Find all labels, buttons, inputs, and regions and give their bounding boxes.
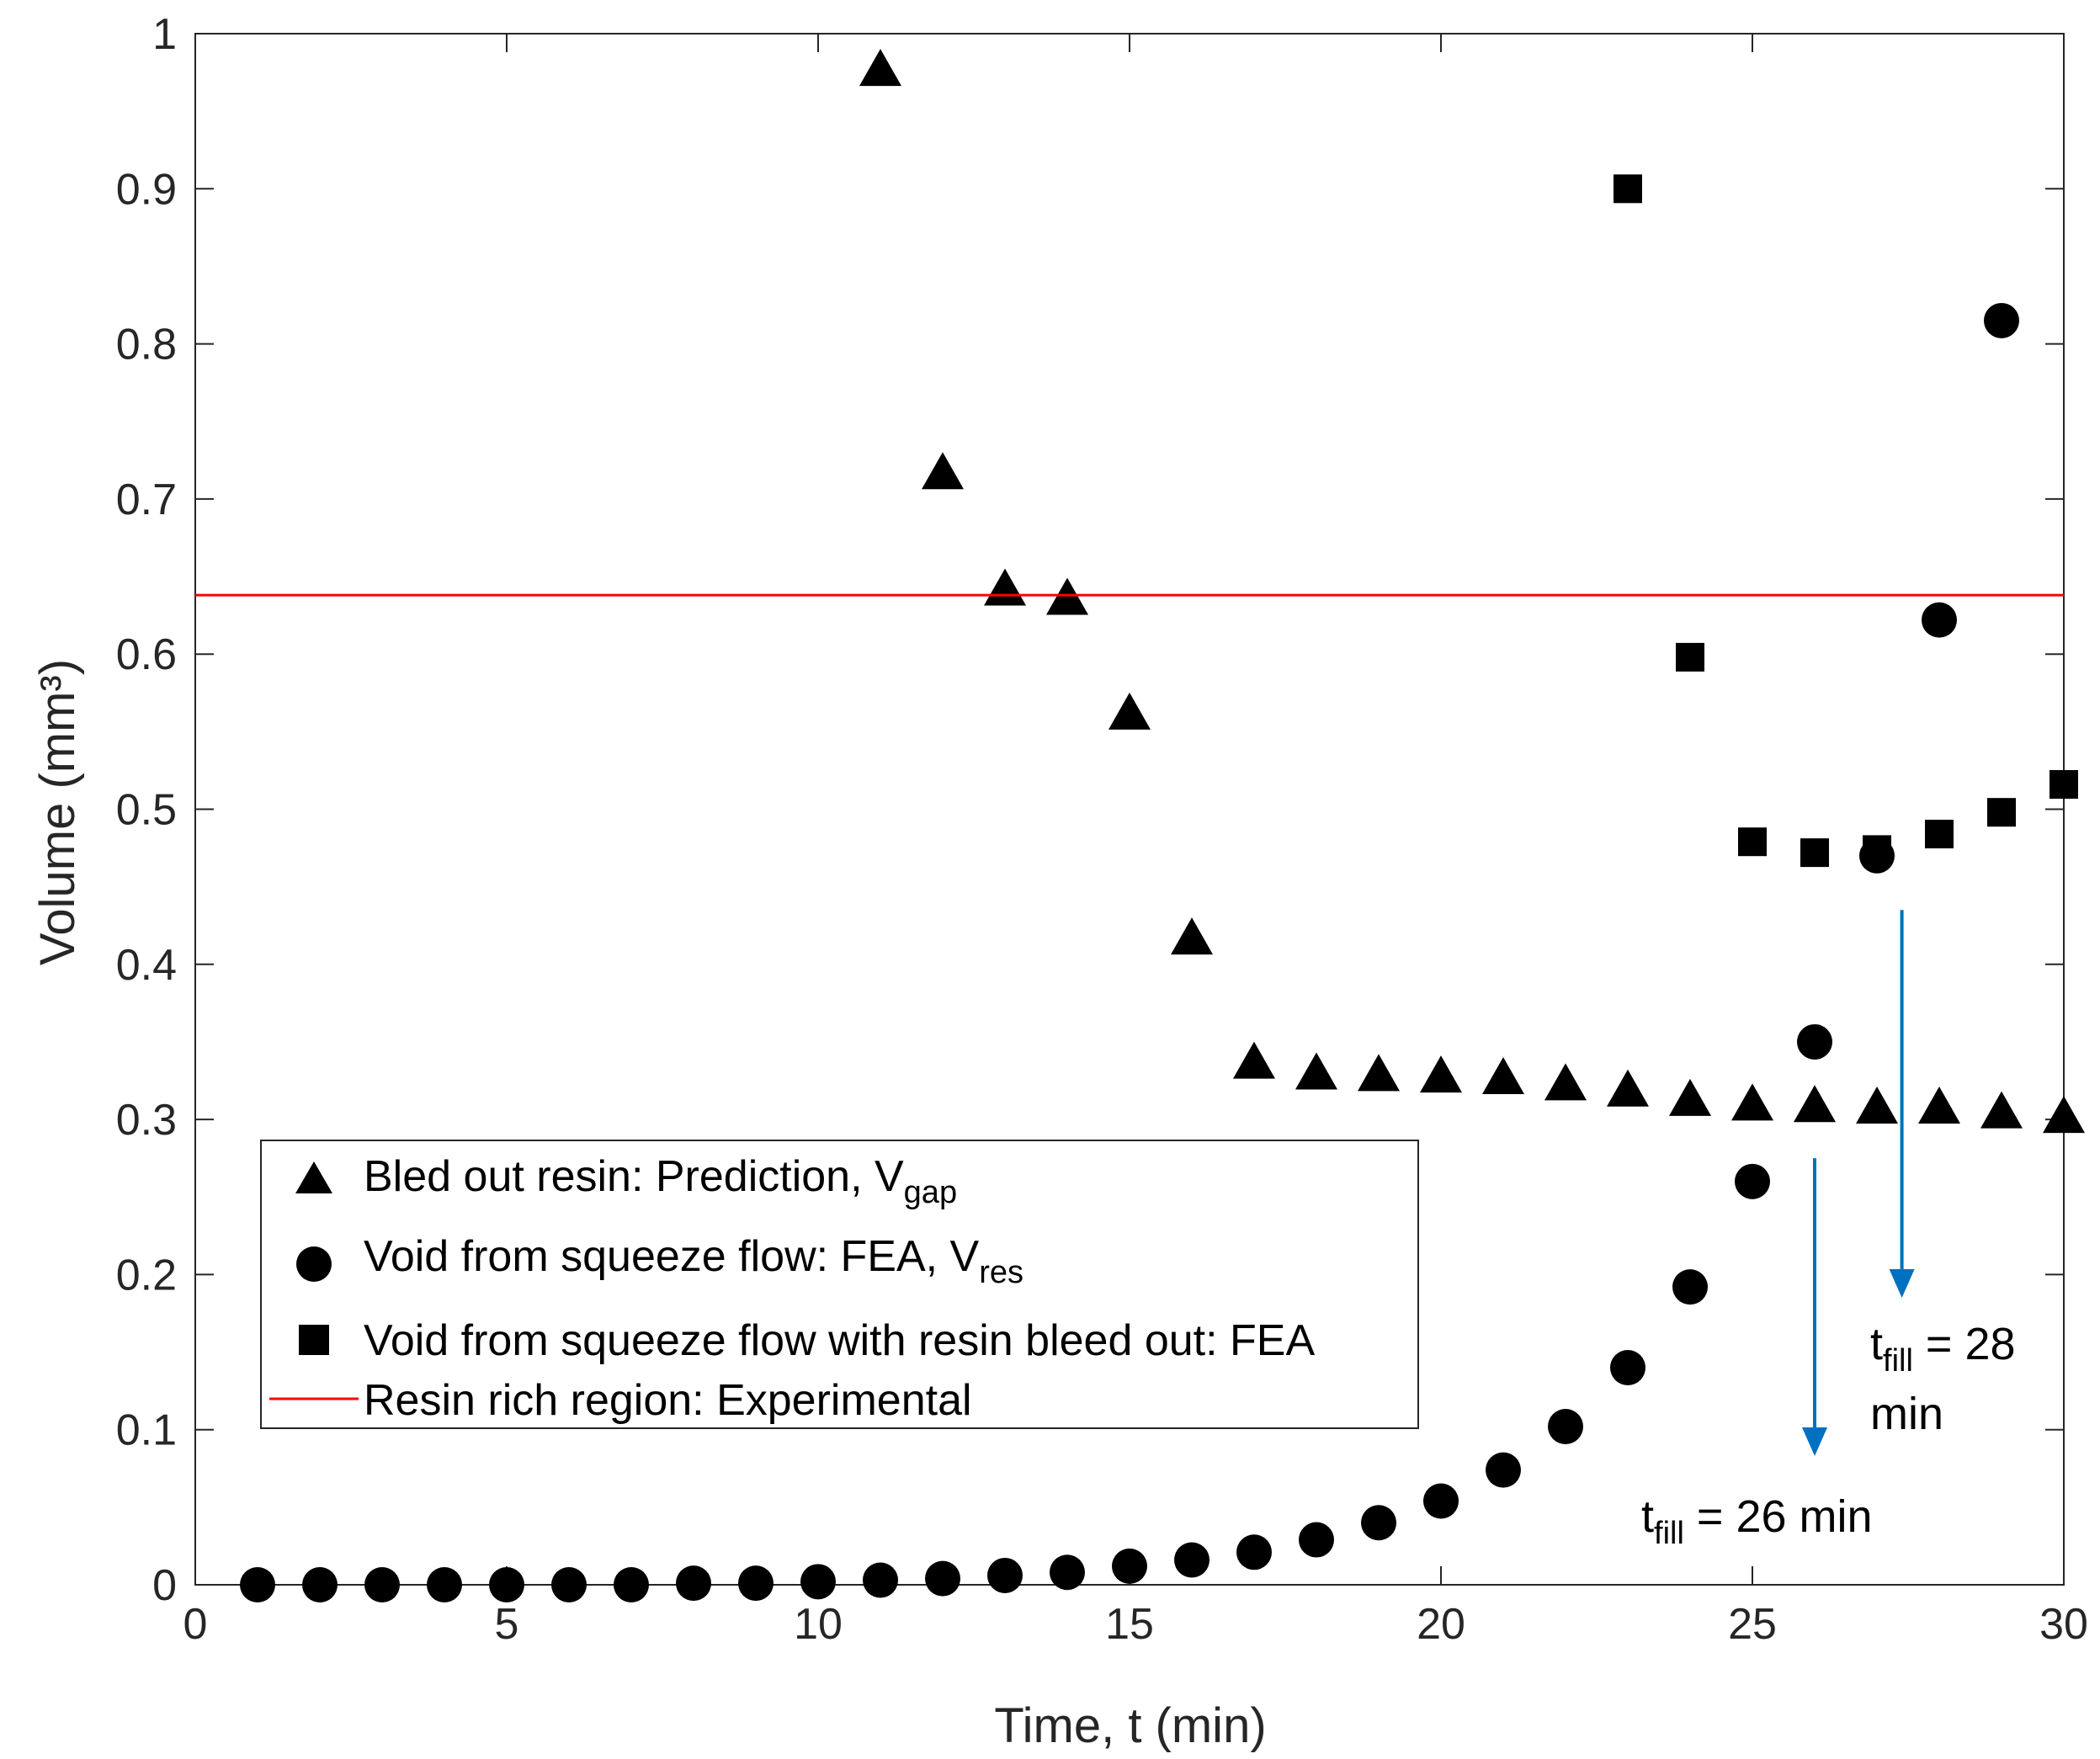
- void-squeeze-circle-point: [800, 1564, 836, 1600]
- legend-entry-void-squeeze: Void from squeeze flow: FEA, Vres: [364, 1232, 1023, 1290]
- void-squeeze-circle-point: [489, 1567, 524, 1602]
- bled-out-triangle-point: [1918, 1087, 1960, 1124]
- void-squeeze-circle-point: [1984, 302, 2019, 338]
- y-tick-label: 0.9: [116, 165, 177, 214]
- legend: Bled out resin: Prediction, Vgap Void fr…: [260, 1140, 1419, 1429]
- legend-square-marker: [299, 1325, 329, 1355]
- void-squeeze-circle-point: [1423, 1483, 1459, 1519]
- y-tick-label: 0.2: [116, 1251, 177, 1299]
- x-tick-label: 5: [495, 1600, 519, 1649]
- x-axis-label: Time, t (min): [994, 1698, 1266, 1753]
- void-squeeze-circle-point: [1236, 1534, 1272, 1570]
- void-squeeze-circle-point: [1922, 602, 1957, 638]
- bled-out-triangle-point: [1544, 1063, 1587, 1101]
- void-squeeze-circle-point: [551, 1567, 587, 1602]
- legend-circle-marker: [296, 1246, 332, 1282]
- y-tick-label: 0.7: [116, 476, 177, 524]
- bled-out-triangle-point: [1731, 1083, 1773, 1121]
- void-squeeze-circle-point: [1174, 1542, 1209, 1578]
- void-squeeze-circle-point: [1299, 1522, 1334, 1558]
- void-bleed-square-point: [1676, 642, 1704, 672]
- y-tick-label: 0.6: [116, 630, 177, 679]
- bled-out-triangle-point: [1980, 1091, 2023, 1129]
- annotation-tfill-28: tfill = 28: [1870, 1319, 2016, 1379]
- void-squeeze-circle-point: [1672, 1269, 1708, 1305]
- legend-entry-bled-out-resin: Bled out resin: Prediction, Vgap: [364, 1152, 957, 1210]
- void-bleed-square-point: [1925, 819, 1954, 848]
- bled-out-triangle-point: [1171, 917, 1213, 955]
- bled-out-triangle-point: [1794, 1085, 1836, 1123]
- void-squeeze-circle-point: [1610, 1349, 1645, 1385]
- legend-box: [260, 1140, 1419, 1429]
- void-squeeze-circle-point: [240, 1567, 275, 1602]
- x-tick-label: 25: [1728, 1600, 1777, 1649]
- void-squeeze-circle-point: [1361, 1505, 1396, 1541]
- y-axis-label: Volume (mm³): [30, 659, 85, 965]
- bled-out-triangle-point: [1607, 1069, 1649, 1107]
- void-squeeze-circle-point: [738, 1565, 774, 1602]
- void-squeeze-circle-point: [1735, 1163, 1770, 1199]
- void-squeeze-circle-point: [1797, 1023, 1832, 1060]
- y-tick-label: 0: [152, 1561, 177, 1610]
- void-squeeze-circle-point: [302, 1567, 338, 1602]
- void-squeeze-circle-point: [987, 1557, 1023, 1593]
- annotations: tfill = 26 min tfill = 28 min: [1641, 910, 2016, 1551]
- void-bleed-square-point: [1863, 835, 1891, 864]
- x-tick-label: 15: [1105, 1600, 1154, 1649]
- y-tick-label: 0.5: [116, 786, 177, 835]
- y-tick-label: 0.3: [116, 1096, 177, 1145]
- bled-out-triangle-point: [2043, 1096, 2085, 1134]
- void-bleed-square-point: [1614, 174, 1642, 204]
- y-tick-label: 0.1: [116, 1406, 177, 1455]
- void-bleed-square-point: [1738, 827, 1767, 857]
- bled-out-triangle-point: [1295, 1052, 1337, 1090]
- void-squeeze-circle-point: [1050, 1554, 1085, 1591]
- annotation-tfill-28-line2: min: [1870, 1389, 1943, 1439]
- plot-area: 0 5 10 15 20 25 30 0 0.1 0.2 0.3 0.4 0.5 0.6 0.7 0.8 0.9…: [116, 10, 2088, 1649]
- void-squeeze-circle-point: [614, 1567, 649, 1602]
- x-tick-label: 0: [183, 1600, 208, 1649]
- void-squeeze-circle-point: [925, 1560, 960, 1597]
- void-squeeze-circle-point: [1486, 1452, 1521, 1488]
- void-squeeze-circle-point: [364, 1567, 400, 1602]
- annotation-tfill-26: tfill = 26 min: [1641, 1491, 1873, 1551]
- x-tick-label: 20: [1417, 1600, 1465, 1649]
- arrow-head-tfill-26: [1802, 1427, 1827, 1457]
- legend-entry-resin-rich: Resin rich region: Experimental: [364, 1376, 972, 1425]
- bled-out-triangle-point: [1233, 1041, 1275, 1079]
- void-squeeze-circle-point: [1548, 1409, 1583, 1445]
- bled-out-triangle-point: [859, 49, 901, 87]
- void-squeeze-circle-point: [863, 1562, 898, 1598]
- arrow-head-tfill-28: [1889, 1269, 1915, 1299]
- void-bleed-square-point: [2049, 770, 2078, 800]
- legend-triangle-marker: [295, 1161, 332, 1193]
- bled-out-triangle-point: [922, 452, 964, 490]
- bled-out-triangle-point: [1108, 692, 1151, 730]
- bled-out-triangle-point: [1358, 1054, 1400, 1092]
- y-tick-label: 0.8: [116, 321, 177, 369]
- void-bleed-square-point: [1800, 838, 1829, 868]
- y-tick-label: 1: [152, 10, 177, 59]
- void-squeeze-circle-point: [1112, 1548, 1147, 1584]
- x-tick-label: 10: [794, 1600, 843, 1649]
- x-tick-label: 30: [2039, 1600, 2088, 1649]
- legend-entry-void-bleed: Void from squeeze flow with resin bleed …: [364, 1316, 1315, 1365]
- bled-out-triangle-point: [1482, 1057, 1524, 1095]
- void-squeeze-circle-point: [676, 1565, 711, 1602]
- void-bleed-square-point: [1987, 798, 2016, 827]
- bled-out-triangle-point: [1420, 1055, 1462, 1093]
- bled-out-triangle-point: [1856, 1087, 1898, 1124]
- y-tick-label: 0.4: [116, 941, 177, 990]
- void-squeeze-circle-point: [427, 1567, 462, 1602]
- bled-out-triangle-point: [1669, 1078, 1711, 1116]
